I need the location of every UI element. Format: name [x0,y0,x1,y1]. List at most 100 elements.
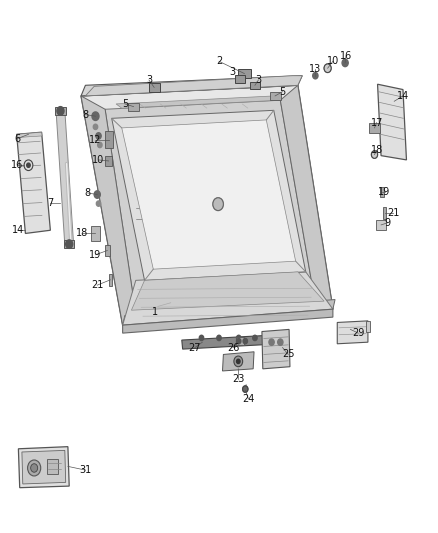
Polygon shape [56,110,74,245]
Text: 26: 26 [227,343,239,352]
Circle shape [213,198,223,211]
Circle shape [94,191,100,198]
Bar [269,92,280,100]
Circle shape [28,460,41,476]
Polygon shape [18,447,69,488]
Circle shape [237,338,241,344]
Bar [380,187,384,197]
Text: 1: 1 [152,307,159,317]
Text: 29: 29 [352,328,364,338]
Text: 17: 17 [371,118,383,127]
Circle shape [92,112,99,120]
Text: 16: 16 [340,51,352,61]
Circle shape [269,339,274,345]
Bar [47,459,58,474]
Text: 9: 9 [385,218,391,228]
Bar [105,156,112,166]
Circle shape [243,386,248,392]
Bar [109,274,112,286]
Text: 14: 14 [12,225,25,235]
Circle shape [96,133,101,139]
Text: 5: 5 [122,99,128,109]
Circle shape [199,335,204,341]
Bar [55,107,66,115]
Text: 5: 5 [279,87,286,96]
Polygon shape [123,300,335,325]
Text: 31: 31 [79,465,92,475]
Text: 10: 10 [327,56,339,66]
Polygon shape [337,321,368,344]
Circle shape [278,339,283,345]
Circle shape [93,124,98,130]
Circle shape [217,335,221,341]
Bar [250,82,260,89]
Text: 18: 18 [76,229,88,238]
Text: 12: 12 [89,135,102,144]
Circle shape [371,151,378,158]
Polygon shape [81,85,333,325]
Circle shape [324,64,331,72]
Circle shape [237,359,240,364]
Polygon shape [81,76,302,96]
Circle shape [342,59,348,67]
Text: 16: 16 [11,160,23,170]
Circle shape [213,198,223,211]
Bar [105,131,113,148]
Text: 3: 3 [229,67,235,77]
Circle shape [66,240,73,248]
Circle shape [57,107,64,115]
Text: 18: 18 [371,146,383,155]
Circle shape [243,338,247,344]
Circle shape [371,151,378,158]
Polygon shape [17,132,50,233]
Polygon shape [105,100,315,313]
Text: 7: 7 [47,198,53,207]
Bar [105,245,110,256]
Polygon shape [81,96,136,325]
Text: 8: 8 [82,110,88,119]
Polygon shape [378,84,406,160]
Bar [369,123,380,133]
Circle shape [31,464,38,472]
Bar [64,240,74,248]
Bar [238,69,251,78]
Polygon shape [85,76,302,96]
Polygon shape [131,272,324,310]
Bar [128,102,139,110]
Bar [366,321,370,332]
Text: 24: 24 [242,394,254,403]
Polygon shape [18,132,42,138]
Text: 3: 3 [255,75,261,85]
Bar [91,226,100,241]
Polygon shape [262,329,290,369]
Polygon shape [280,85,333,309]
Circle shape [253,335,257,341]
Bar [235,75,245,83]
Polygon shape [116,96,279,108]
Text: 21: 21 [91,280,103,290]
Circle shape [24,160,33,171]
Polygon shape [112,110,306,280]
Circle shape [96,201,101,206]
Bar [236,337,244,345]
Text: 19: 19 [378,187,391,197]
Text: 2: 2 [216,56,222,66]
Text: 14: 14 [397,91,409,101]
Text: 6: 6 [14,134,21,143]
Bar [148,83,159,92]
Polygon shape [22,450,66,484]
Text: 19: 19 [89,250,102,260]
Text: 27: 27 [189,343,201,352]
Polygon shape [182,335,280,349]
Circle shape [27,163,30,167]
Circle shape [324,64,331,72]
Circle shape [234,356,243,367]
Circle shape [313,72,318,79]
Polygon shape [123,309,333,333]
Polygon shape [223,352,254,371]
Text: 8: 8 [85,188,91,198]
Text: 21: 21 [387,208,399,218]
Circle shape [98,142,102,148]
Polygon shape [122,120,296,269]
Polygon shape [123,272,333,325]
